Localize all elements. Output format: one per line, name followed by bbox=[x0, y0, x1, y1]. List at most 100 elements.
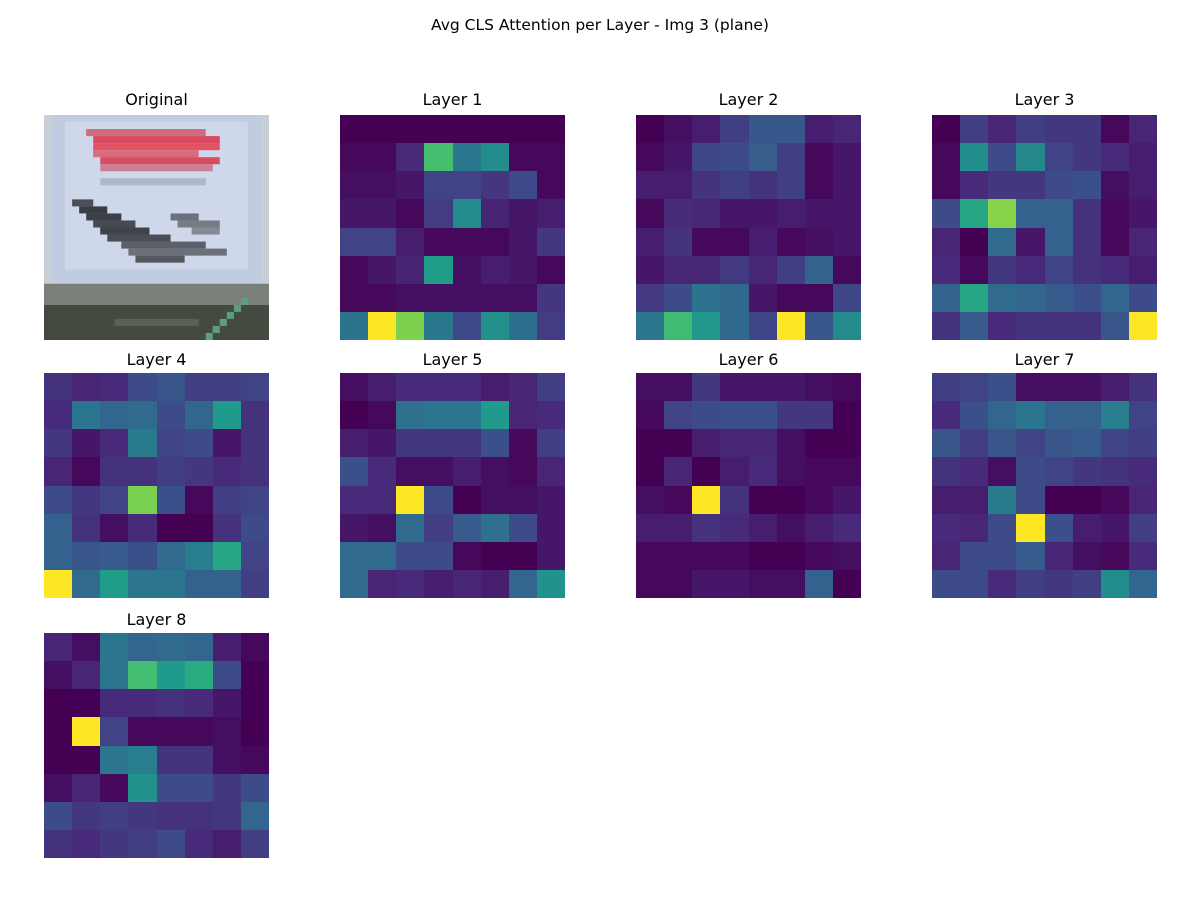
layer-4-title: Layer 4 bbox=[126, 350, 187, 369]
heatmap-cell bbox=[396, 373, 425, 402]
heatmap-cell bbox=[508, 255, 537, 284]
heatmap-cell bbox=[508, 373, 537, 402]
heatmap-cell bbox=[776, 311, 805, 340]
heatmap-cell bbox=[368, 143, 397, 172]
heatmap-cell bbox=[100, 513, 129, 542]
heatmap-cell bbox=[452, 143, 481, 172]
heatmap-cell bbox=[340, 311, 369, 340]
heatmap-cell bbox=[240, 829, 269, 858]
heatmap-cell bbox=[664, 373, 693, 402]
heatmap-cell bbox=[100, 633, 129, 662]
heatmap-cell bbox=[508, 199, 537, 228]
heatmap-cell bbox=[664, 513, 693, 542]
heatmap-cell bbox=[932, 199, 961, 228]
heatmap-cell bbox=[748, 115, 777, 144]
heatmap-cell bbox=[340, 255, 369, 284]
heatmap-cell bbox=[988, 569, 1017, 598]
heatmap-cell bbox=[128, 829, 157, 858]
heatmap-cell bbox=[508, 311, 537, 340]
heatmap-cell bbox=[804, 115, 833, 144]
heatmap-cell bbox=[452, 199, 481, 228]
heatmap-cell bbox=[424, 401, 453, 430]
heatmap-cell bbox=[212, 633, 241, 662]
heatmap-cell bbox=[100, 373, 129, 402]
heatmap-cell bbox=[692, 311, 721, 340]
heatmap-cell bbox=[508, 429, 537, 458]
heatmap-cell bbox=[988, 513, 1017, 542]
heatmap-cell bbox=[480, 373, 509, 402]
heatmap-cell bbox=[748, 171, 777, 200]
heatmap-cell bbox=[44, 661, 73, 690]
heatmap-cell bbox=[1072, 143, 1101, 172]
heatmap-cell bbox=[128, 633, 157, 662]
heatmap-cell bbox=[100, 689, 129, 718]
heatmap-cell bbox=[480, 199, 509, 228]
heatmap-cell bbox=[212, 373, 241, 402]
heatmap-cell bbox=[424, 143, 453, 172]
heatmap-cell bbox=[832, 227, 861, 256]
heatmap-cell bbox=[636, 457, 665, 486]
heatmap-cell bbox=[340, 171, 369, 200]
heatmap-cell bbox=[720, 255, 749, 284]
heatmap-cell bbox=[1016, 401, 1045, 430]
heatmap-cell bbox=[720, 401, 749, 430]
heatmap-cell bbox=[776, 513, 805, 542]
heatmap-cell bbox=[1100, 485, 1129, 514]
heatmap-cell bbox=[212, 485, 241, 514]
heatmap-cell bbox=[1072, 283, 1101, 312]
heatmap-cell bbox=[664, 311, 693, 340]
heatmap-cell bbox=[368, 513, 397, 542]
heatmap-cell bbox=[240, 485, 269, 514]
heatmap-cell bbox=[396, 541, 425, 570]
heatmap-cell bbox=[1016, 283, 1045, 312]
heatmap-cell bbox=[720, 429, 749, 458]
heatmap-cell bbox=[212, 541, 241, 570]
heatmap-cell bbox=[988, 171, 1017, 200]
heatmap-cell bbox=[72, 569, 101, 598]
heatmap-cell bbox=[240, 401, 269, 430]
heatmap-cell bbox=[536, 457, 565, 486]
heatmap-cell bbox=[156, 745, 185, 774]
heatmap-cell bbox=[340, 541, 369, 570]
heatmap-cell bbox=[960, 541, 989, 570]
heatmap-cell bbox=[508, 227, 537, 256]
heatmap-cell bbox=[776, 199, 805, 228]
layer-7-heatmap bbox=[932, 373, 1157, 598]
figure-title: Avg CLS Attention per Layer - Img 3 (pla… bbox=[431, 16, 769, 34]
heatmap-cell bbox=[804, 429, 833, 458]
heatmap-cell bbox=[1072, 311, 1101, 340]
heatmap-cell bbox=[988, 485, 1017, 514]
heatmap-cell bbox=[508, 115, 537, 144]
heatmap-cell bbox=[664, 485, 693, 514]
heatmap-cell bbox=[748, 143, 777, 172]
heatmap-cell bbox=[988, 227, 1017, 256]
heatmap-cell bbox=[44, 457, 73, 486]
heatmap-cell bbox=[748, 227, 777, 256]
heatmap-cell bbox=[536, 171, 565, 200]
heatmap-cell bbox=[44, 373, 73, 402]
heatmap-cell bbox=[156, 429, 185, 458]
heatmap-cell bbox=[240, 717, 269, 746]
heatmap-cell bbox=[776, 429, 805, 458]
heatmap-cell bbox=[368, 227, 397, 256]
heatmap-cell bbox=[720, 457, 749, 486]
heatmap-cell bbox=[1044, 513, 1073, 542]
heatmap-cell bbox=[184, 829, 213, 858]
heatmap-cell bbox=[664, 541, 693, 570]
heatmap-cell bbox=[1100, 513, 1129, 542]
heatmap-cell bbox=[128, 401, 157, 430]
heatmap-cell bbox=[184, 801, 213, 830]
heatmap-cell bbox=[452, 373, 481, 402]
heatmap-cell bbox=[368, 569, 397, 598]
heatmap-cell bbox=[536, 485, 565, 514]
heatmap-cell bbox=[1044, 429, 1073, 458]
layer-8-heatmap bbox=[44, 633, 269, 858]
heatmap-cell bbox=[72, 541, 101, 570]
heatmap-cell bbox=[1016, 143, 1045, 172]
heatmap-cell bbox=[804, 541, 833, 570]
heatmap-cell bbox=[72, 401, 101, 430]
heatmap-cell bbox=[1072, 199, 1101, 228]
heatmap-cell bbox=[960, 171, 989, 200]
heatmap-cell bbox=[212, 457, 241, 486]
heatmap-cell bbox=[508, 513, 537, 542]
